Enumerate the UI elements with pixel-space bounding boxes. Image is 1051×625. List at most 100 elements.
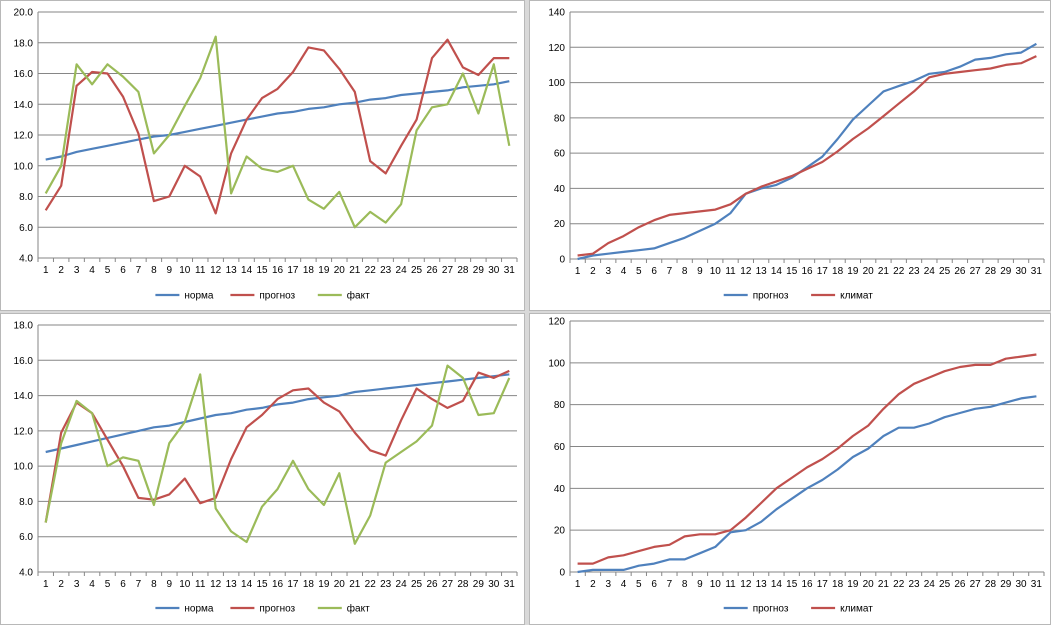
legend-label: факт bbox=[347, 603, 370, 615]
x-tick-label: 12 bbox=[210, 265, 222, 276]
x-tick-label: 1 bbox=[43, 265, 49, 276]
x-tick-label: 21 bbox=[349, 579, 361, 590]
x-tick-label: 11 bbox=[725, 266, 736, 277]
y-tick-label: 20 bbox=[554, 526, 566, 537]
x-tick-label: 18 bbox=[832, 266, 844, 277]
x-tick-label: 30 bbox=[488, 579, 500, 590]
y-tick-label: 20.0 bbox=[14, 8, 34, 19]
x-tick-label: 5 bbox=[105, 579, 111, 590]
x-tick-label: 18 bbox=[303, 265, 315, 276]
x-tick-label: 5 bbox=[105, 265, 111, 276]
x-tick-label: 3 bbox=[74, 579, 80, 590]
chart-panel-cumulative-2: 0 20 40 60 80 100 120 1 2 3 4 5 6 7 8 9 10 11 12 13 14 15 16 17… bbox=[529, 313, 1051, 625]
x-tick-label: 4 bbox=[621, 579, 627, 590]
x-tick-label: 8 bbox=[151, 579, 157, 590]
y-tick-label: 4.0 bbox=[19, 568, 33, 579]
x-tick-label: 24 bbox=[924, 266, 936, 277]
x-tick-label: 16 bbox=[801, 266, 813, 277]
x-tick-label: 10 bbox=[179, 265, 191, 276]
x-tick-label: 7 bbox=[136, 579, 142, 590]
legend-label: климат bbox=[840, 604, 873, 615]
y-tick-label: 120 bbox=[548, 43, 565, 54]
x-tick-label: 3 bbox=[605, 266, 611, 277]
x-tick-label: 6 bbox=[120, 579, 126, 590]
x-tick-label: 12 bbox=[740, 579, 752, 590]
x-tick-label: 22 bbox=[365, 265, 377, 276]
x-tick-label: 7 bbox=[667, 579, 673, 590]
x-tick-label: 11 bbox=[725, 579, 736, 590]
y-tick-label: 100 bbox=[548, 358, 565, 369]
x-tick-label: 2 bbox=[590, 579, 596, 590]
y-tick-label: 8.0 bbox=[19, 497, 33, 508]
x-tick-label: 19 bbox=[847, 266, 859, 277]
y-tick-label: 0 bbox=[559, 255, 565, 266]
y-tick-label: 60 bbox=[554, 149, 566, 160]
y-tick-label: 40 bbox=[554, 184, 566, 195]
series-line-прогноз bbox=[577, 395, 1037, 574]
x-tick-label: 3 bbox=[605, 579, 611, 590]
x-tick-label: 26 bbox=[426, 579, 438, 590]
x-tick-label: 19 bbox=[847, 579, 859, 590]
chart-panel-temperature-2: 4.0 6.0 8.0 10.0 12.0 14.0 16.0 18.0 1 2 3 4 5 6 7 8 9 10… bbox=[0, 313, 525, 625]
y-tick-label: 6.0 bbox=[19, 532, 33, 543]
x-tick-label: 28 bbox=[985, 266, 997, 277]
x-tick-label: 13 bbox=[226, 265, 238, 276]
x-tick-label: 28 bbox=[457, 265, 469, 276]
x-tick-label: 30 bbox=[488, 265, 500, 276]
x-tick-label: 14 bbox=[241, 265, 253, 276]
x-tick-label: 16 bbox=[272, 265, 284, 276]
y-tick-label: 80 bbox=[554, 400, 566, 411]
x-tick-label: 30 bbox=[1016, 579, 1028, 590]
y-tick-label: 12.0 bbox=[14, 426, 34, 437]
x-tick-label: 28 bbox=[985, 579, 997, 590]
y-tick-label: 120 bbox=[548, 317, 565, 328]
x-tick-label: 11 bbox=[195, 265, 206, 276]
x-tick-label: 17 bbox=[817, 266, 829, 277]
x-tick-label: 22 bbox=[893, 579, 905, 590]
x-tick-label: 10 bbox=[710, 266, 722, 277]
y-tick-label: 80 bbox=[554, 113, 566, 124]
x-tick-label: 5 bbox=[636, 579, 642, 590]
series-line-норма bbox=[45, 80, 510, 161]
x-tick-label: 11 bbox=[195, 579, 206, 590]
series-line-климат bbox=[577, 353, 1037, 565]
legend-label: прогноз bbox=[259, 291, 295, 302]
x-tick-label: 23 bbox=[908, 266, 920, 277]
chart-panel-temperature-1: 4.0 6.0 8.0 10.0 12.0 14.0 16.0 18.0 20.0 1 2 3 4 5 6 7… bbox=[0, 0, 525, 311]
x-tick-label: 12 bbox=[210, 579, 222, 590]
x-tick-label: 15 bbox=[786, 579, 798, 590]
x-tick-label: 27 bbox=[970, 579, 982, 590]
x-tick-label: 31 bbox=[504, 579, 516, 590]
y-tick-label: 6.0 bbox=[19, 223, 33, 234]
x-tick-label: 25 bbox=[411, 265, 423, 276]
x-tick-label: 19 bbox=[318, 265, 330, 276]
x-tick-label: 17 bbox=[287, 265, 299, 276]
x-tick-label: 27 bbox=[442, 265, 454, 276]
x-tick-label: 28 bbox=[457, 579, 469, 590]
x-tick-label: 25 bbox=[411, 579, 423, 590]
legend-label: факт bbox=[347, 290, 370, 302]
x-tick-label: 14 bbox=[771, 266, 783, 277]
x-tick-label: 1 bbox=[575, 266, 581, 277]
x-tick-label: 22 bbox=[365, 579, 377, 590]
x-tick-label: 25 bbox=[939, 579, 951, 590]
x-tick-label: 3 bbox=[74, 265, 80, 276]
x-tick-label: 8 bbox=[682, 579, 688, 590]
y-tick-label: 100 bbox=[548, 78, 565, 89]
x-tick-label: 4 bbox=[89, 265, 95, 276]
y-tick-label: 18.0 bbox=[14, 321, 34, 332]
x-tick-label: 24 bbox=[924, 579, 936, 590]
x-tick-label: 26 bbox=[426, 265, 438, 276]
y-tick-label: 60 bbox=[554, 442, 566, 453]
x-tick-label: 23 bbox=[380, 579, 392, 590]
legend-label: норма bbox=[184, 291, 214, 302]
x-tick-label: 6 bbox=[651, 579, 657, 590]
series-line-норма bbox=[45, 373, 510, 454]
x-tick-label: 25 bbox=[939, 266, 951, 277]
y-tick-label: 40 bbox=[554, 484, 566, 495]
x-tick-label: 12 bbox=[740, 266, 752, 277]
x-tick-label: 17 bbox=[287, 579, 299, 590]
x-tick-label: 30 bbox=[1016, 266, 1028, 277]
